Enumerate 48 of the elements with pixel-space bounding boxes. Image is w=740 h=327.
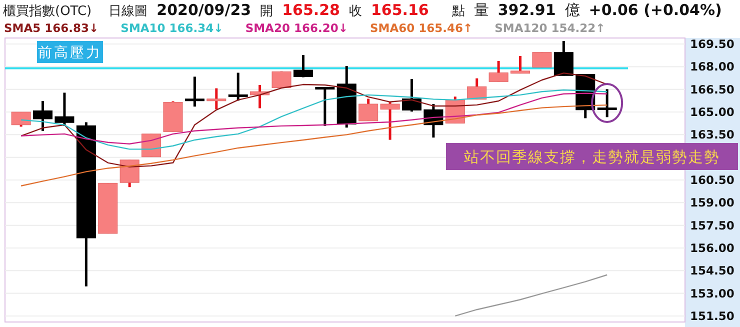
text: 392.91: [498, 1, 556, 19]
text: +0.06 (+0.04%): [588, 1, 722, 19]
ref-line-label: 前高壓力: [38, 45, 102, 61]
candlestick: [293, 54, 313, 79]
y-tick-label: 160.50: [690, 173, 734, 187]
candlestick: [358, 97, 378, 122]
text: SMA60 165.46↑: [370, 21, 473, 35]
candlestick: [488, 60, 508, 83]
text: 量: [474, 1, 489, 19]
candlestick: [228, 71, 248, 102]
candlestick: [597, 88, 617, 118]
candlestick: [532, 51, 552, 69]
text: 2020/09/23: [156, 1, 252, 19]
y-tick-label: 157.50: [690, 218, 734, 232]
candlestick: [11, 110, 31, 128]
y-tick-label: 168.00: [690, 60, 734, 74]
chart-title: 櫃買指數(OTC): [3, 4, 92, 19]
y-tick-label: 153.00: [690, 286, 734, 300]
y-tick-label: 169.50: [690, 37, 734, 52]
text: 點: [450, 4, 465, 19]
candlestick: [315, 86, 335, 128]
candlestick: [54, 91, 74, 128]
text: 億: [564, 1, 580, 19]
text: SMA20 166.20↓: [245, 21, 348, 35]
annotation: 站不回季線支撐，走勢就是弱勢走勢: [464, 148, 720, 166]
candlestick: [184, 75, 204, 108]
y-tick-label: 159.00: [690, 196, 734, 210]
candlestick: [120, 158, 140, 188]
candlestick: [33, 100, 53, 132]
candlestick: [206, 87, 226, 111]
candlestick: [510, 54, 530, 75]
y-tick-label: 163.50: [690, 128, 734, 142]
y-tick-label: 166.50: [690, 82, 734, 96]
text: SMA10 166.34↓: [120, 21, 224, 35]
candlestick: [380, 100, 400, 142]
candlestick: [554, 40, 574, 77]
y-tick-label: 151.50: [690, 308, 734, 323]
chart-subtitle: 日線圖: [108, 4, 148, 19]
text: SMA5 166.83↓: [4, 21, 99, 35]
y-tick-label: 156.00: [690, 240, 734, 255]
text: 開: [260, 4, 274, 19]
text: 165.28: [282, 1, 340, 19]
line-series: [454, 274, 608, 317]
text: SMA120 154.22↑: [494, 21, 606, 35]
text: 165.16: [370, 1, 429, 19]
y-tick-label: 154.50: [690, 264, 734, 278]
y-tick-label: 165.00: [690, 105, 734, 120]
text: 收: [348, 4, 362, 19]
